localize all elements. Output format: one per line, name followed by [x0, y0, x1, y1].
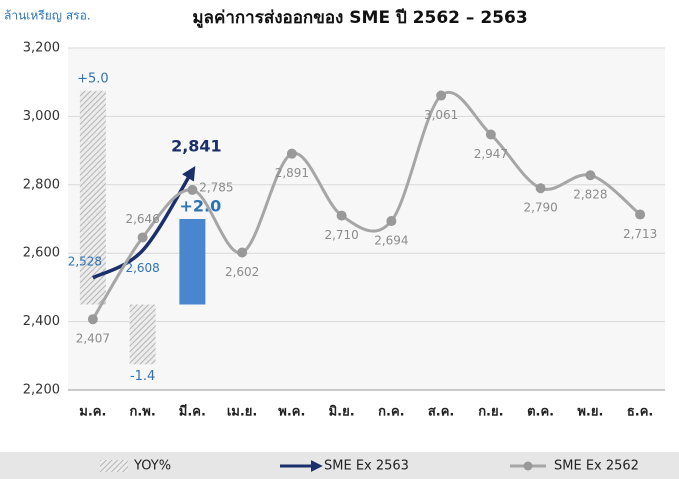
point-label: 2,602 [225, 265, 259, 279]
bar [79, 90, 106, 305]
y-tick-label: 2,600 [23, 246, 60, 261]
point-label: 2,713 [623, 227, 657, 241]
point-label: 3,061 [424, 108, 458, 122]
line [92, 166, 196, 280]
point [386, 216, 397, 227]
bar [179, 219, 206, 305]
x-tick-label: ธ.ค. [627, 405, 654, 420]
point-label: 2,828 [573, 188, 607, 202]
point-label: 2,790 [523, 201, 557, 215]
y-tick-label: 3,200 [23, 41, 60, 56]
point-label: 2,841 [171, 136, 222, 155]
point [635, 209, 646, 220]
point [485, 129, 496, 140]
x-tick-label: ก.พ. [129, 405, 155, 420]
point-label: 2,608 [125, 261, 159, 275]
x-tick-label: ก.ย. [478, 405, 503, 420]
chart-title: มูลค่าการส่งออกของ SME ปี 2562 – 2563 [192, 7, 527, 29]
point [336, 210, 347, 221]
point-label: 2,891 [275, 166, 309, 180]
x-tick-label: พ.ย. [577, 405, 603, 420]
point-label: 2,646 [125, 212, 159, 226]
point [535, 183, 546, 194]
point [436, 90, 447, 101]
point [286, 148, 297, 159]
x-tick-label: ต.ค. [527, 405, 554, 420]
x-tick-label: มี.ค. [179, 404, 206, 420]
y-tick-label: 3,000 [23, 109, 60, 124]
point [137, 232, 148, 243]
x-tick-label: พ.ค. [278, 405, 305, 420]
y-tick-label: 2,400 [23, 314, 60, 329]
bar-label: -1.4 [130, 369, 155, 384]
legend-swatch [523, 461, 533, 471]
x-tick-label: ก.ค. [378, 405, 404, 420]
legend-label: YOY% [133, 459, 171, 474]
plot-area [68, 48, 665, 390]
legend-label: SME Ex 2563 [324, 459, 409, 474]
x-tick-label: เม.ย. [227, 405, 258, 420]
bar-label: +2.0 [180, 197, 222, 216]
point-label: 2,947 [474, 147, 508, 161]
x-tick-label: มิ.ย. [329, 405, 355, 420]
point-label: 2,407 [76, 332, 110, 346]
point [87, 314, 98, 325]
point-label: 2,694 [374, 234, 408, 248]
x-tick-label: ส.ค. [428, 405, 455, 420]
legend-label: SME Ex 2562 [554, 459, 639, 474]
y-axis-label: ล้านเหรียญ สรอ. [4, 9, 91, 23]
bar [129, 304, 156, 365]
point-label: 2,528 [68, 254, 102, 268]
legend-swatch [100, 460, 128, 472]
point [585, 170, 596, 181]
y-tick-label: 2,200 [23, 383, 60, 398]
point [237, 247, 248, 258]
point [187, 184, 198, 195]
point-label: 2,710 [324, 228, 358, 242]
x-tick-label: ม.ค. [79, 405, 106, 420]
point-label: 2,785 [199, 180, 233, 194]
y-tick-label: 2,800 [23, 177, 60, 192]
bar-label: +5.0 [77, 71, 109, 86]
